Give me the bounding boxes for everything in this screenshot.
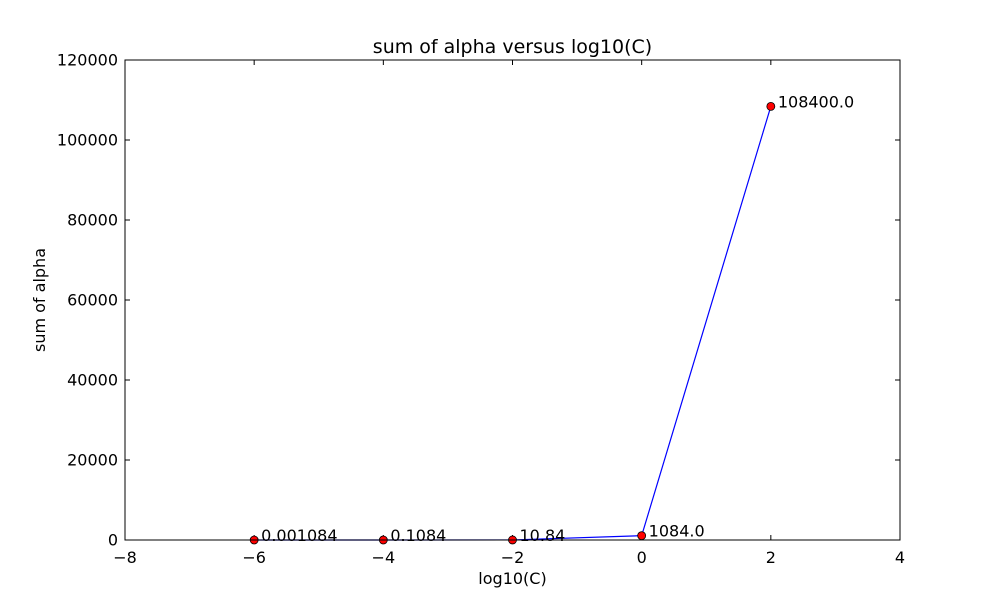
x-tick-label: −2 [501, 548, 525, 567]
y-tick-label: 120000 [57, 51, 118, 70]
y-tick-label: 100000 [57, 131, 118, 150]
x-tick-label: −6 [242, 548, 266, 567]
data-point-label: 10.84 [520, 526, 566, 545]
x-tick-label: −4 [372, 548, 396, 567]
data-point-label: 108400.0 [778, 92, 854, 111]
y-tick-label: 40000 [67, 371, 118, 390]
plot-frame [124, 59, 901, 541]
x-tick-label: 4 [895, 548, 905, 567]
ticks-layer: −8 −6 −4 −2 0 2 4 0 20000 40000 60000 80000 100000 12… [57, 51, 905, 568]
x-axis-label: log10(C) [478, 569, 546, 588]
x-tick-label: 0 [637, 548, 647, 567]
y-tick-label: 60000 [67, 291, 118, 310]
y-tick-label: 0 [108, 531, 118, 550]
chart-title: sum of alpha versus log10(C) [373, 36, 652, 58]
data-point-label: 0.001084 [261, 526, 337, 545]
y-axis-label: sum of alpha [30, 248, 49, 352]
x-tick-label: −8 [113, 548, 137, 567]
data-point-label: 1084.0 [649, 522, 705, 541]
y-tick-label: 80000 [67, 211, 118, 230]
data-point [766, 102, 776, 111]
y-tick-label: 20000 [67, 451, 118, 470]
plot-area [125, 60, 900, 540]
data-point-label: 0.1084 [390, 526, 446, 545]
data-point [637, 531, 647, 541]
x-tick-label: 2 [766, 548, 776, 567]
